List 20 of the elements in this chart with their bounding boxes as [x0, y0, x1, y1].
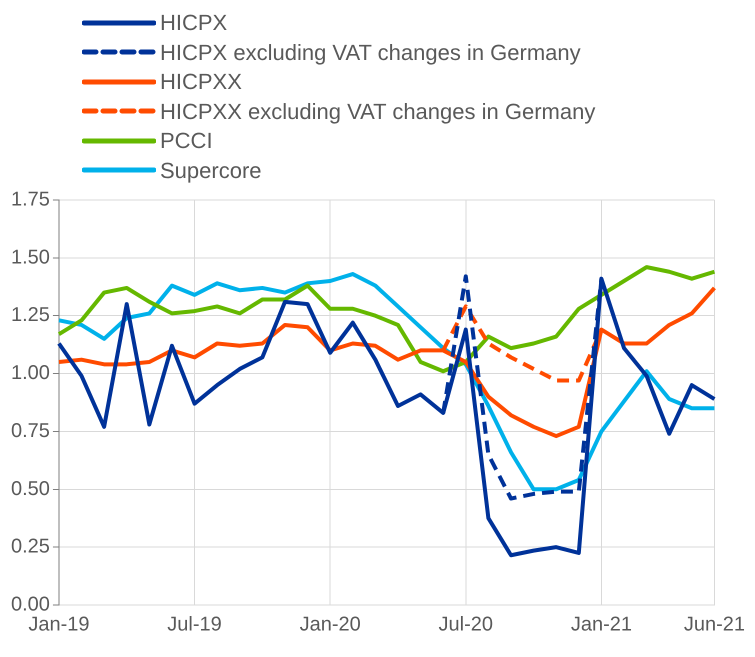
x-tick-label: Jul-19 — [167, 614, 222, 636]
y-tick-label: 1.00 — [10, 362, 50, 384]
x-tick-label: Jun-21 — [684, 614, 745, 636]
x-tick-label: Jan-19 — [28, 614, 90, 636]
y-tick-label: 1.25 — [10, 304, 50, 326]
y-tick-label: 0.25 — [10, 536, 50, 558]
legend-label: Supercore — [160, 156, 262, 185]
legend-label: HICPX excluding VAT changes in Germany — [160, 38, 581, 67]
legend-label: HICPXX excluding VAT changes in Germany — [160, 98, 596, 126]
y-tick-label: 1.50 — [10, 246, 50, 268]
legend-label: HICPX — [160, 9, 228, 37]
y-tick-label: 0.00 — [10, 594, 50, 616]
y-tick-label: 0.75 — [10, 420, 50, 442]
x-tick-label: Jan-21 — [570, 614, 632, 636]
y-tick-label: 1.75 — [10, 188, 50, 211]
x-tick-label: Jan-20 — [300, 614, 361, 636]
legend-label: PCCI — [160, 127, 213, 155]
y-tick-label: 0.50 — [10, 478, 50, 500]
x-tick-label: Jul-20 — [438, 614, 494, 636]
legend-label: HICPXX — [160, 68, 242, 96]
